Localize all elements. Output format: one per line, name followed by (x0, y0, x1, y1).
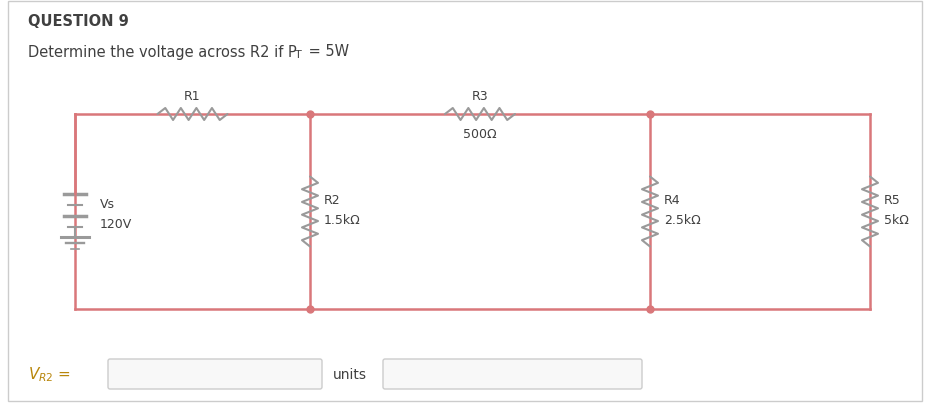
Text: Vs: Vs (100, 198, 115, 211)
Text: R3: R3 (472, 90, 489, 103)
Text: T: T (295, 50, 302, 60)
Text: QUESTION 9: QUESTION 9 (28, 15, 128, 30)
Text: units: units (333, 367, 367, 381)
Text: R5: R5 (884, 194, 901, 207)
Text: Determine the voltage across R2 if P: Determine the voltage across R2 if P (28, 45, 297, 60)
Text: R1: R1 (184, 90, 201, 103)
Text: R2: R2 (324, 194, 341, 207)
Text: R4: R4 (664, 194, 681, 207)
FancyBboxPatch shape (383, 359, 642, 389)
Text: 2.5kΩ: 2.5kΩ (664, 213, 701, 226)
Text: 500Ω: 500Ω (464, 128, 497, 141)
Text: = 5W: = 5W (304, 45, 349, 60)
Text: 120V: 120V (100, 217, 132, 230)
Text: 1.5kΩ: 1.5kΩ (324, 213, 360, 226)
Text: 5kΩ: 5kΩ (884, 213, 909, 226)
FancyBboxPatch shape (108, 359, 322, 389)
Text: $V_{R2}$ =: $V_{R2}$ = (28, 365, 71, 384)
